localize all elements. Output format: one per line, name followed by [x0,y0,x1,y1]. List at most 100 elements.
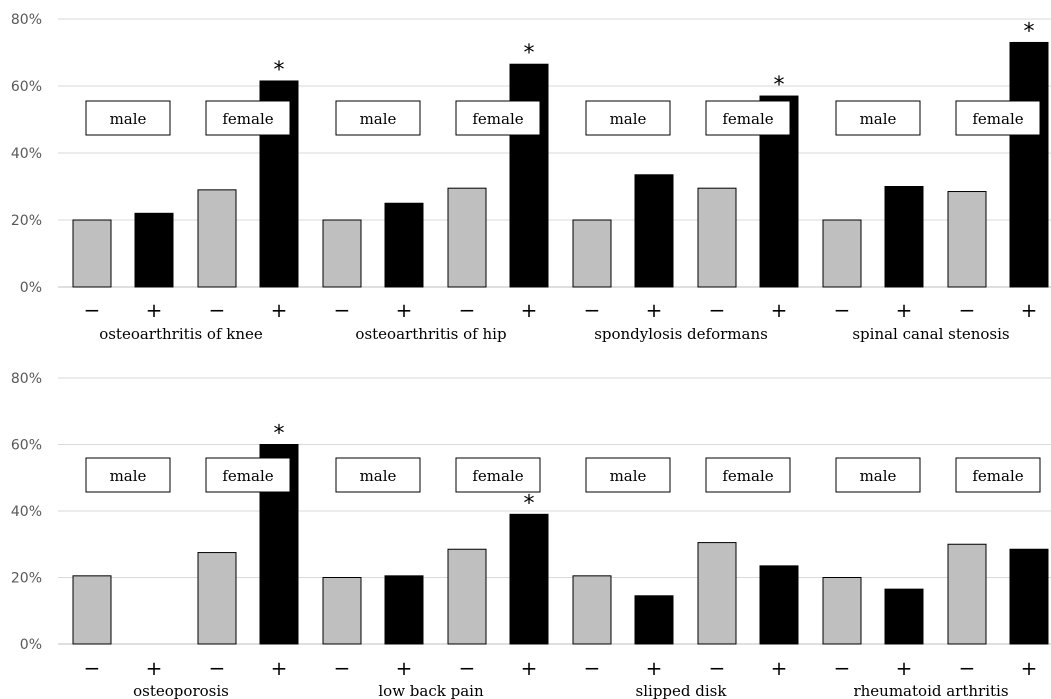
category-label: osteoarthritis of hip [355,325,506,343]
x-tick-label: − [334,298,351,322]
male-label: male [860,467,897,485]
male-label-box [335,100,421,136]
bar [697,187,737,288]
x-tick-label: − [709,298,726,322]
significance-star: * [274,58,285,83]
category-label: slipped disk [636,682,728,699]
y-tick-label: 80% [11,371,42,387]
female-label-box [955,100,1041,136]
bar [322,577,362,645]
bar [72,219,112,288]
bar [197,552,237,645]
bar [509,513,549,645]
x-tick-label: − [709,656,726,680]
bar [884,588,924,645]
x-tick-label: − [84,298,101,322]
male-label-box [585,100,671,136]
male-label-box [85,457,171,493]
x-tick-label: − [584,298,601,322]
bar [572,575,612,645]
x-tick-label: + [1021,298,1038,322]
category-label: low back pain [378,682,484,699]
male-label: male [860,110,897,128]
y-tick-label: 60% [11,438,42,454]
male-label: male [610,467,647,485]
male-label-box [835,100,921,136]
category-label: spondylosis deformans [594,325,768,343]
bar [509,63,549,288]
significance-star: * [524,41,535,66]
bar [634,595,674,645]
x-tick-label: − [584,656,601,680]
female-label: female [472,110,523,128]
female-label-box [955,457,1041,493]
male-label: male [110,110,147,128]
x-tick-label: − [459,656,476,680]
x-tick-label: − [959,298,976,322]
female-label-box [455,457,541,493]
x-tick-label: + [771,656,788,680]
x-tick-label: + [521,298,538,322]
y-tick-label: 20% [11,571,42,587]
x-tick-label: + [646,656,663,680]
x-tick-label: − [834,298,851,322]
y-tick-label: 40% [11,146,42,162]
female-label-box [705,457,791,493]
male-label: male [360,467,397,485]
bar [72,575,112,645]
x-tick-label: − [84,656,101,680]
female-label: female [972,110,1023,128]
bar [322,219,362,288]
male-label-box [585,457,671,493]
bar [884,186,924,288]
male-label-box [85,100,171,136]
x-tick-label: − [834,656,851,680]
x-tick-label: + [646,298,663,322]
chart-panel-top: 0% 20% 40% 60% 80% − + − * + male female osteoarthri… [11,12,1051,343]
bar [947,191,987,288]
bar [384,202,424,288]
x-tick-label: + [1021,656,1038,680]
male-label: male [360,110,397,128]
female-label-box [205,457,291,493]
female-label: female [222,110,273,128]
female-label-box [205,100,291,136]
female-label: female [722,110,773,128]
y-tick-label: 0% [20,637,42,653]
bar [634,174,674,288]
x-tick-label: + [771,298,788,322]
x-tick-label: + [146,298,163,322]
bar [822,577,862,645]
female-label: female [472,467,523,485]
x-tick-label: + [146,656,163,680]
category-label: osteoporosis [133,682,229,699]
x-tick-label: − [209,656,226,680]
x-tick-label: + [271,298,288,322]
female-label-box [455,100,541,136]
male-label: male [110,467,147,485]
significance-star: * [1024,19,1035,44]
female-label: female [222,467,273,485]
male-label: male [610,110,647,128]
category-label: osteoarthritis of knee [99,325,263,343]
y-tick-label: 0% [20,280,42,296]
category-label: spinal canal stenosis [852,325,1009,343]
x-tick-label: − [209,298,226,322]
male-label-box [335,457,421,493]
x-tick-label: − [959,656,976,680]
bar [447,187,487,288]
category-label: rheumatoid arthritis [853,682,1008,699]
bar [1009,548,1049,645]
significance-star: * [774,73,785,98]
significance-star: * [274,422,285,447]
x-tick-label: + [396,298,413,322]
bar [1009,41,1049,288]
y-tick-label: 60% [11,79,42,95]
y-tick-label: 20% [11,213,42,229]
x-tick-label: + [896,298,913,322]
chart-panel-bottom: 0% 20% 40% 60% 80% − + − * + male female osteoporosi… [11,371,1051,699]
bar [134,212,174,288]
bar [384,575,424,645]
bar [822,219,862,288]
